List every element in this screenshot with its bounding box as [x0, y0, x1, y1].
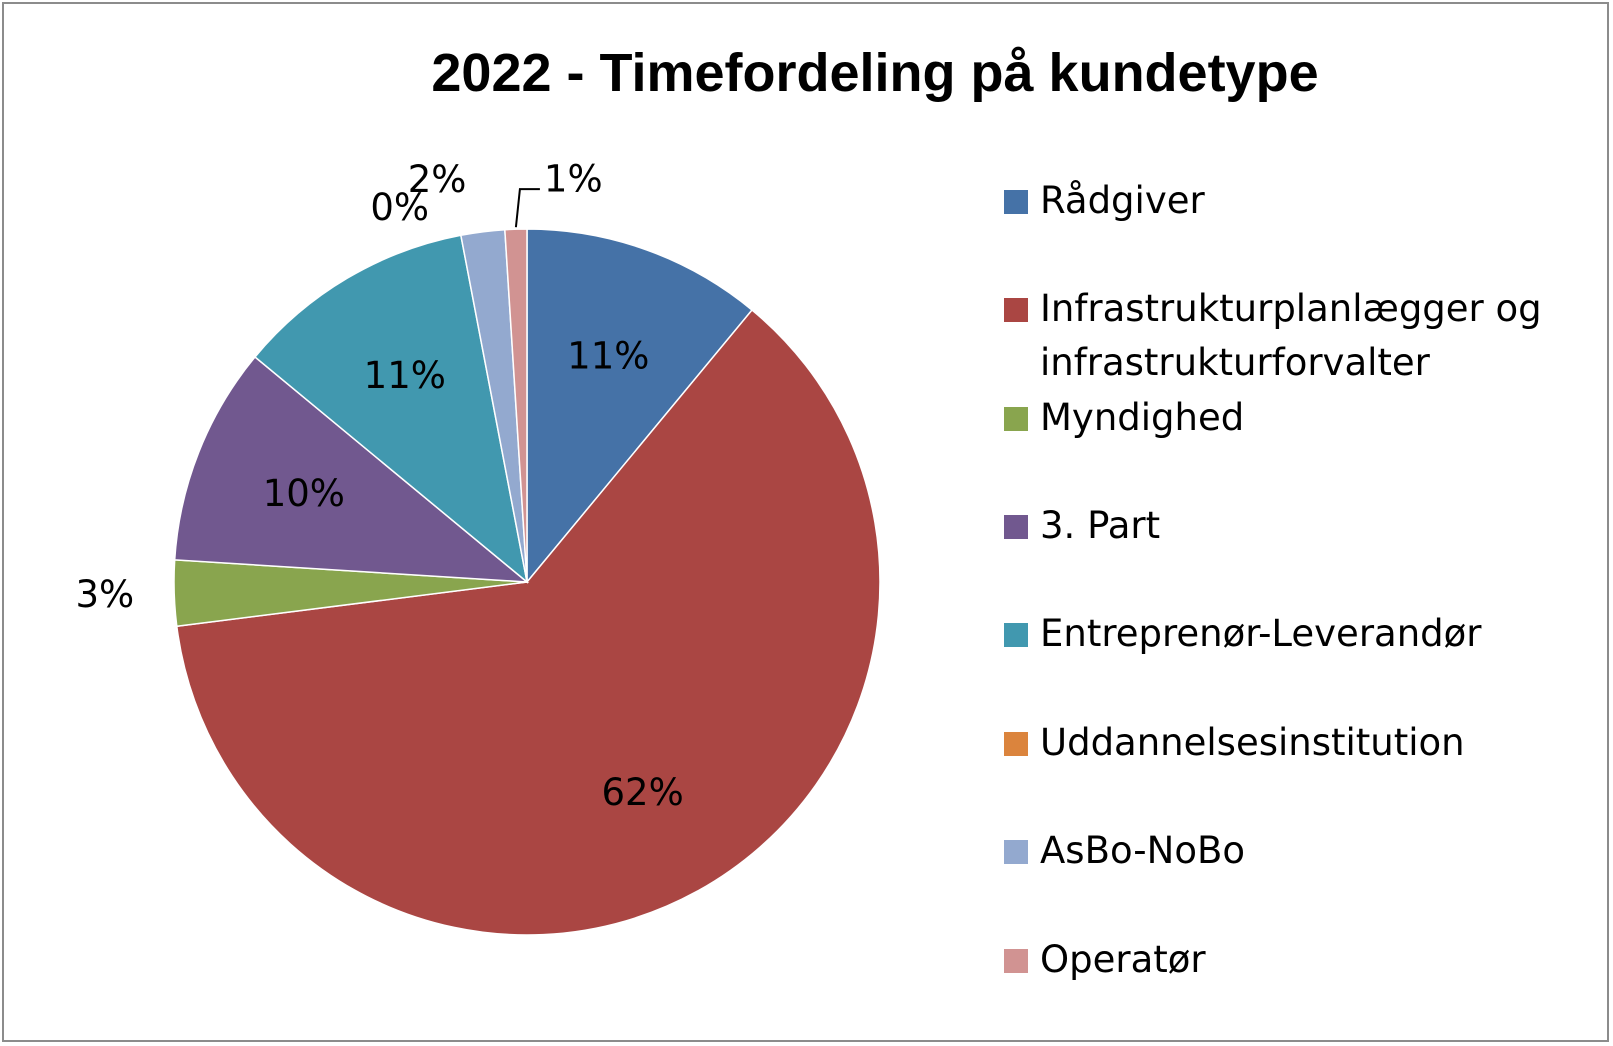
slice-label-entreprenør-leverandør: 11% — [364, 354, 446, 397]
leader-lines — [514, 188, 540, 228]
pie-slice-entreprenør-leverandør — [253, 234, 529, 584]
legend-label-infrastrukturplanlægger-og-infrastrukturforvalter: Infrastrukturplanlægger og infrastrukturf… — [1040, 282, 1542, 390]
pie-slice-infrastrukturplanlægger-og-infrastrukturforvalter — [175, 308, 881, 936]
legend-swatch-infrastrukturplanlægger-og-infrastrukturforvalter — [1004, 298, 1028, 322]
legend-label-line: AsBo-NoBo — [1040, 829, 1245, 872]
slice-label-myndighed: 3% — [75, 573, 134, 616]
legend-label-entreprenør-leverandør: Entreprenør-Leverandør — [1040, 607, 1482, 661]
legend-swatch-uddannelsesinstitution — [1004, 732, 1028, 756]
legend-label-line: 3. Part — [1040, 504, 1161, 547]
legend-swatch-entreprenør-leverandør — [1004, 623, 1028, 647]
legend-label-line: Uddannelsesinstitution — [1040, 721, 1465, 764]
leader-line-operatør — [514, 188, 540, 228]
legend-label-rådgiver: Rådgiver — [1040, 174, 1205, 228]
slice-labels: 11% 62% 3% 10% 11% 0%2% 1% — [75, 158, 683, 814]
legend-label-line: Operatør — [1040, 938, 1206, 981]
pie-slice-3-part — [173, 355, 530, 583]
pie-slice-rådgiver — [526, 228, 754, 585]
legend-label-line: Infrastrukturplanlægger og — [1040, 287, 1542, 330]
slice-label-operatør: 1% — [544, 158, 603, 201]
pie-slices — [173, 228, 881, 936]
legend-swatch-myndighed — [1004, 407, 1028, 431]
legend-label-line: infrastrukturforvalter — [1040, 341, 1430, 384]
legend-label-operatør: Operatør — [1040, 933, 1206, 987]
legend-label-myndighed: Myndighed — [1040, 391, 1244, 445]
legend-label-line: Rådgiver — [1040, 179, 1205, 222]
slice-label-rådgiver: 11% — [567, 335, 649, 378]
legend-swatch-rådgiver — [1004, 190, 1028, 214]
slice-label-uddannelsesinstitution: 0% — [370, 186, 429, 229]
legend-label-line: Entreprenør-Leverandør — [1040, 612, 1482, 655]
slice-label-asbo-nobo: 2% — [408, 158, 467, 201]
slice-label-3-part: 10% — [263, 472, 345, 515]
chart-title: 2022 - Timefordeling på kundetype — [431, 43, 1319, 103]
legend-label-line: Myndighed — [1040, 396, 1245, 439]
legend-label-uddannelsesinstitution: Uddannelsesinstitution — [1040, 716, 1465, 770]
legend-swatch-3-part — [1004, 515, 1028, 539]
legend-swatch-operatør — [1004, 949, 1028, 973]
pie-slice-operatør — [504, 228, 528, 583]
legend-label-asbo-nobo: AsBo-NoBo — [1040, 824, 1245, 878]
legend-label-3-part: 3. Part — [1040, 499, 1160, 553]
slice-label-infrastrukturplanlægger-og-infrastrukturforvalter: 62% — [602, 771, 684, 814]
legend-swatch-asbo-nobo — [1004, 840, 1028, 864]
